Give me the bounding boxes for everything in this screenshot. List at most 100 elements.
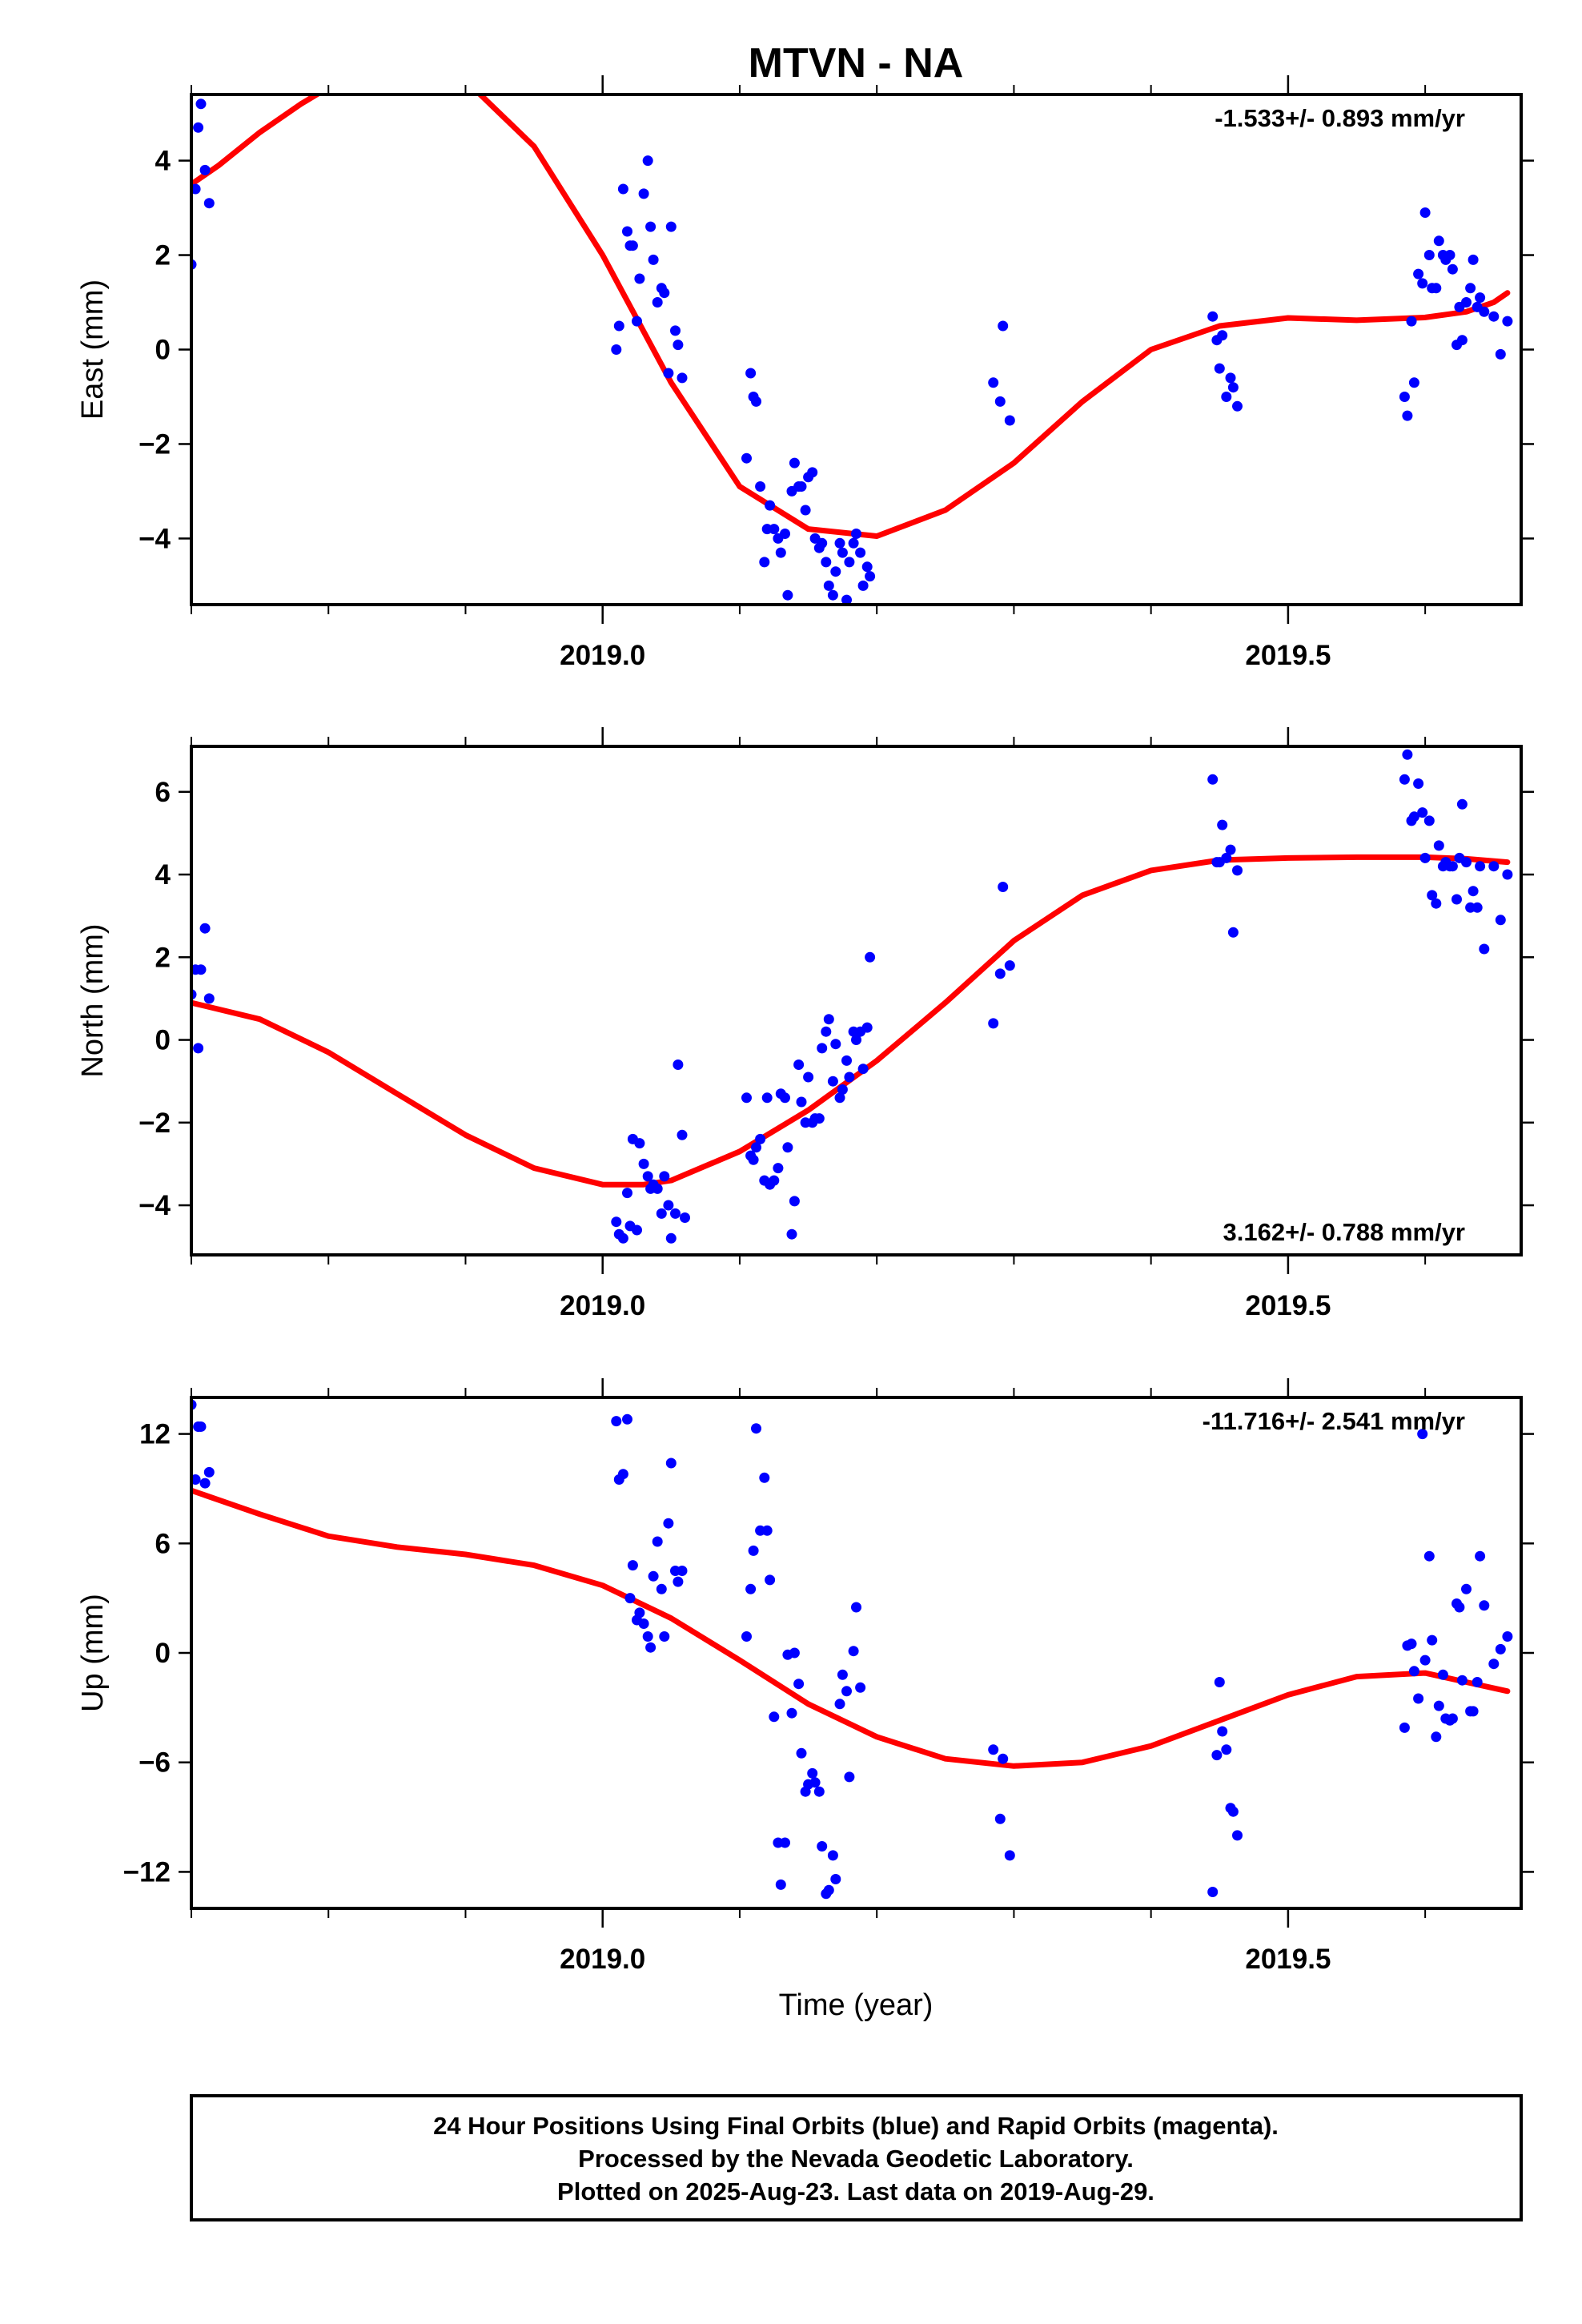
up-data-point bbox=[673, 1576, 684, 1587]
up-data-point bbox=[611, 1416, 622, 1427]
east-x-tick-label: 2019.0 bbox=[560, 640, 645, 671]
east-data-point bbox=[1402, 410, 1413, 421]
east-data-point bbox=[677, 372, 688, 384]
north-data-point bbox=[1427, 890, 1438, 901]
up-data-point bbox=[645, 1642, 656, 1653]
east-data-point bbox=[837, 547, 848, 558]
up-data-point bbox=[195, 1421, 207, 1432]
up-data-point bbox=[793, 1679, 805, 1690]
north-data-point bbox=[796, 1096, 807, 1108]
north-y-ticks: −4 −2 0 2 4 6 bbox=[139, 777, 1534, 1221]
north-data-point bbox=[1221, 852, 1232, 863]
east-data-point bbox=[670, 325, 681, 336]
up-data-point bbox=[796, 1747, 807, 1759]
up-fit-line bbox=[191, 1487, 1511, 1769]
up-data-points bbox=[191, 1399, 1513, 1900]
north-data-point bbox=[741, 1092, 752, 1104]
up-data-point bbox=[851, 1602, 861, 1613]
up-data-point bbox=[775, 1879, 786, 1890]
north-data-point bbox=[1495, 915, 1506, 926]
north-data-point bbox=[841, 1055, 852, 1066]
north-data-point bbox=[769, 1175, 780, 1186]
east-data-point bbox=[627, 240, 638, 251]
north-data-point bbox=[1004, 960, 1015, 971]
north-data-point bbox=[622, 1188, 632, 1199]
east-data-point bbox=[1419, 207, 1431, 218]
north-rate-label: 3.162+/- 0.788 mm/yr bbox=[1223, 1218, 1465, 1246]
east-data-point bbox=[861, 561, 873, 573]
east-data-point bbox=[665, 221, 677, 232]
east-fit-line bbox=[191, 94, 1511, 539]
east-data-point bbox=[191, 183, 201, 195]
up-data-point bbox=[677, 1566, 688, 1576]
up-data-point bbox=[642, 1631, 653, 1642]
chart-title: MTVN - NA bbox=[749, 40, 964, 86]
north-data-point bbox=[195, 964, 207, 975]
east-data-point bbox=[1423, 250, 1435, 260]
east-panel: −4 −2 0 2 4 2019.0 2019.5 East (mm) -1.533+/-… bbox=[76, 75, 1534, 671]
up-data-point bbox=[1447, 1713, 1458, 1724]
up-data-point bbox=[809, 1777, 821, 1788]
east-data-point bbox=[998, 320, 1009, 332]
up-data-point bbox=[765, 1574, 776, 1586]
up-data-point bbox=[823, 1884, 834, 1896]
up-y-axis-label: Up (mm) bbox=[76, 1594, 110, 1712]
north-data-point bbox=[803, 1072, 814, 1083]
up-data-point bbox=[638, 1618, 649, 1629]
up-data-point bbox=[1227, 1806, 1239, 1817]
up-data-point bbox=[1454, 1602, 1465, 1613]
up-data-point bbox=[841, 1686, 852, 1697]
up-data-point bbox=[199, 1478, 211, 1489]
north-data-point bbox=[617, 1232, 628, 1244]
east-data-point bbox=[834, 537, 845, 549]
north-data-point bbox=[673, 1059, 684, 1070]
up-data-point bbox=[1456, 1675, 1468, 1686]
east-data-point bbox=[1488, 311, 1500, 322]
east-y-axis-label: East (mm) bbox=[76, 279, 110, 420]
up-data-point bbox=[203, 1466, 215, 1478]
up-data-point bbox=[663, 1518, 674, 1529]
east-data-point bbox=[611, 344, 622, 355]
north-y-tick-label: 2 bbox=[155, 942, 171, 973]
north-data-point bbox=[1433, 840, 1444, 851]
north-plot-frame bbox=[190, 745, 1523, 1256]
north-data-point bbox=[1502, 869, 1513, 880]
north-data-point bbox=[680, 1212, 690, 1223]
north-x-tick-label: 2019.0 bbox=[560, 1290, 645, 1321]
north-data-point bbox=[773, 1163, 784, 1174]
east-data-point bbox=[755, 481, 766, 492]
up-data-point bbox=[1211, 1750, 1223, 1761]
north-data-point bbox=[1452, 894, 1462, 905]
north-data-point bbox=[817, 1043, 828, 1054]
up-data-point bbox=[1472, 1677, 1483, 1687]
up-data-point bbox=[617, 1469, 628, 1480]
north-data-point bbox=[1413, 778, 1424, 789]
north-data-point bbox=[793, 1059, 805, 1070]
up-y-ticks: −12 −6 0 6 12 bbox=[123, 1419, 1534, 1888]
north-data-point bbox=[1417, 807, 1428, 818]
up-data-point bbox=[1417, 1429, 1428, 1440]
north-data-point bbox=[823, 1014, 834, 1025]
footer-line-1: 24 Hour Positions Using Final Orbits (bl… bbox=[433, 2112, 1279, 2140]
east-data-point bbox=[780, 529, 790, 539]
up-data-point bbox=[807, 1767, 818, 1779]
up-rate-label: -11.716+/- 2.541 mm/yr bbox=[1203, 1407, 1465, 1435]
north-data-point bbox=[761, 1092, 773, 1104]
east-data-point bbox=[830, 566, 841, 577]
north-data-point bbox=[751, 1142, 761, 1153]
north-data-point bbox=[1479, 943, 1490, 955]
up-x-tick-label: 2019.5 bbox=[1245, 1944, 1331, 1975]
north-data-point bbox=[1399, 774, 1410, 785]
east-y-tick-label: 2 bbox=[155, 240, 171, 271]
up-data-point bbox=[624, 1593, 636, 1604]
north-data-point bbox=[1207, 774, 1219, 785]
up-data-point bbox=[1217, 1726, 1228, 1737]
up-data-point bbox=[191, 1474, 201, 1485]
north-x-minor-ticks bbox=[191, 737, 1427, 1265]
north-data-point bbox=[677, 1129, 688, 1140]
north-data-point bbox=[1472, 902, 1483, 913]
east-data-point bbox=[1502, 316, 1513, 327]
east-y-tick-label: −4 bbox=[139, 523, 171, 554]
east-data-point bbox=[807, 467, 818, 478]
